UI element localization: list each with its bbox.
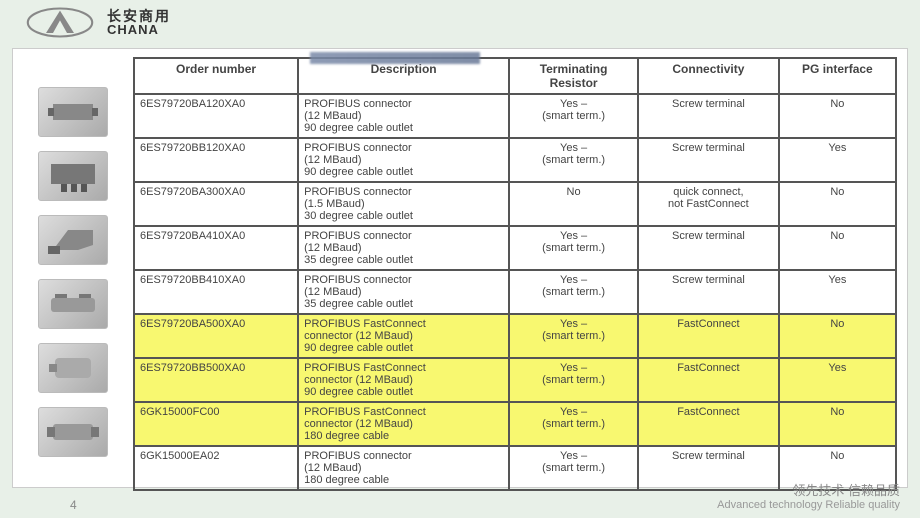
table-cell: 6ES79720BB500XA0 [134, 358, 298, 402]
table-cell: No [779, 314, 896, 358]
thumb-connector-3 [38, 215, 108, 265]
table-cell: No [779, 182, 896, 226]
table-cell: Yes [779, 270, 896, 314]
table-cell: PROFIBUS connector(12 MBaud)90 degree ca… [298, 94, 509, 138]
col-header: PG interface [779, 58, 896, 94]
table-cell: Yes –(smart term.) [509, 314, 638, 358]
table-cell: 6GK15000EA02 [134, 446, 298, 490]
thumb-connector-6 [38, 407, 108, 457]
table-row: 6ES79720BB120XA0PROFIBUS connector(12 MB… [134, 138, 896, 182]
table-cell: Yes –(smart term.) [509, 226, 638, 270]
table-cell: 6ES79720BB120XA0 [134, 138, 298, 182]
table-row: 6GK15000FC00PROFIBUS FastConnectconnecto… [134, 402, 896, 446]
table-cell: Yes –(smart term.) [509, 446, 638, 490]
page-number: 4 [70, 498, 77, 512]
table-cell: Screw terminal [638, 138, 779, 182]
table-cell: No [779, 226, 896, 270]
chana-logo [25, 5, 95, 40]
thumb-connector-5 [38, 343, 108, 393]
table-cell: Yes –(smart term.) [509, 94, 638, 138]
col-header: Order number [134, 58, 298, 94]
table-cell: Yes [779, 138, 896, 182]
table-cell: No [779, 402, 896, 446]
table-row: 6ES79720BB410XA0PROFIBUS connector(12 MB… [134, 270, 896, 314]
table-cell: 6ES79720BB410XA0 [134, 270, 298, 314]
table-row: 6ES79720BA410XA0PROFIBUS connector(12 MB… [134, 226, 896, 270]
table-cell: Screw terminal [638, 226, 779, 270]
table-cell: PROFIBUS FastConnectconnector (12 MBaud)… [298, 314, 509, 358]
table-cell: PROFIBUS connector(12 MBaud)90 degree ca… [298, 138, 509, 182]
table-cell: PROFIBUS connector(12 MBaud)180 degree c… [298, 446, 509, 490]
table-row: 6ES79720BA500XA0PROFIBUS FastConnectconn… [134, 314, 896, 358]
table-row: 6ES79720BB500XA0PROFIBUS FastConnectconn… [134, 358, 896, 402]
col-header: Connectivity [638, 58, 779, 94]
connector-table: Order numberDescriptionTerminating Resis… [133, 57, 897, 491]
thumb-connector-4 [38, 279, 108, 329]
table-cell: quick connect,not FastConnect [638, 182, 779, 226]
table-cell: Screw terminal [638, 94, 779, 138]
thumb-connector-1 [38, 87, 108, 137]
slide-content: Order numberDescriptionTerminating Resis… [12, 48, 908, 488]
connector-table-wrap: Order numberDescriptionTerminating Resis… [133, 57, 897, 479]
table-cell: FastConnect [638, 358, 779, 402]
table-cell: Screw terminal [638, 270, 779, 314]
col-header: Terminating Resistor [509, 58, 638, 94]
table-cell: 6ES79720BA410XA0 [134, 226, 298, 270]
table-row: 6ES79720BA120XA0PROFIBUS connector(12 MB… [134, 94, 896, 138]
table-cell: PROFIBUS FastConnectconnector (12 MBaud)… [298, 358, 509, 402]
footer-cn: 领先技术 信赖品质 [717, 483, 900, 499]
description-header-overlay [310, 52, 480, 64]
connector-thumbnails [23, 57, 123, 479]
table-cell: Yes –(smart term.) [509, 402, 638, 446]
table-cell: Yes –(smart term.) [509, 358, 638, 402]
footer-en: Advanced technology Reliable quality [717, 499, 900, 512]
top-bar: 长安商用 CHANA [0, 0, 920, 45]
brand-text: 长安商用 CHANA [107, 9, 171, 36]
table-cell: Yes –(smart term.) [509, 270, 638, 314]
table-cell: 6ES79720BA300XA0 [134, 182, 298, 226]
footer-text: 领先技术 信赖品质 Advanced technology Reliable q… [717, 483, 900, 512]
table-row: 6ES79720BA300XA0PROFIBUS connector(1.5 M… [134, 182, 896, 226]
table-cell: PROFIBUS connector(1.5 MBaud)30 degree c… [298, 182, 509, 226]
table-cell: 6ES79720BA500XA0 [134, 314, 298, 358]
table-cell: FastConnect [638, 402, 779, 446]
brand-cn: 长安商用 [107, 9, 171, 23]
table-cell: PROFIBUS connector(12 MBaud)35 degree ca… [298, 226, 509, 270]
thumb-connector-2 [38, 151, 108, 201]
table-cell: PROFIBUS connector(12 MBaud)35 degree ca… [298, 270, 509, 314]
table-cell: Yes –(smart term.) [509, 138, 638, 182]
table-cell: Yes [779, 358, 896, 402]
table-cell: 6GK15000FC00 [134, 402, 298, 446]
table-cell: FastConnect [638, 314, 779, 358]
table-cell: PROFIBUS FastConnectconnector (12 MBaud)… [298, 402, 509, 446]
table-cell: No [509, 182, 638, 226]
brand-en: CHANA [107, 23, 171, 36]
table-cell: No [779, 94, 896, 138]
table-cell: 6ES79720BA120XA0 [134, 94, 298, 138]
